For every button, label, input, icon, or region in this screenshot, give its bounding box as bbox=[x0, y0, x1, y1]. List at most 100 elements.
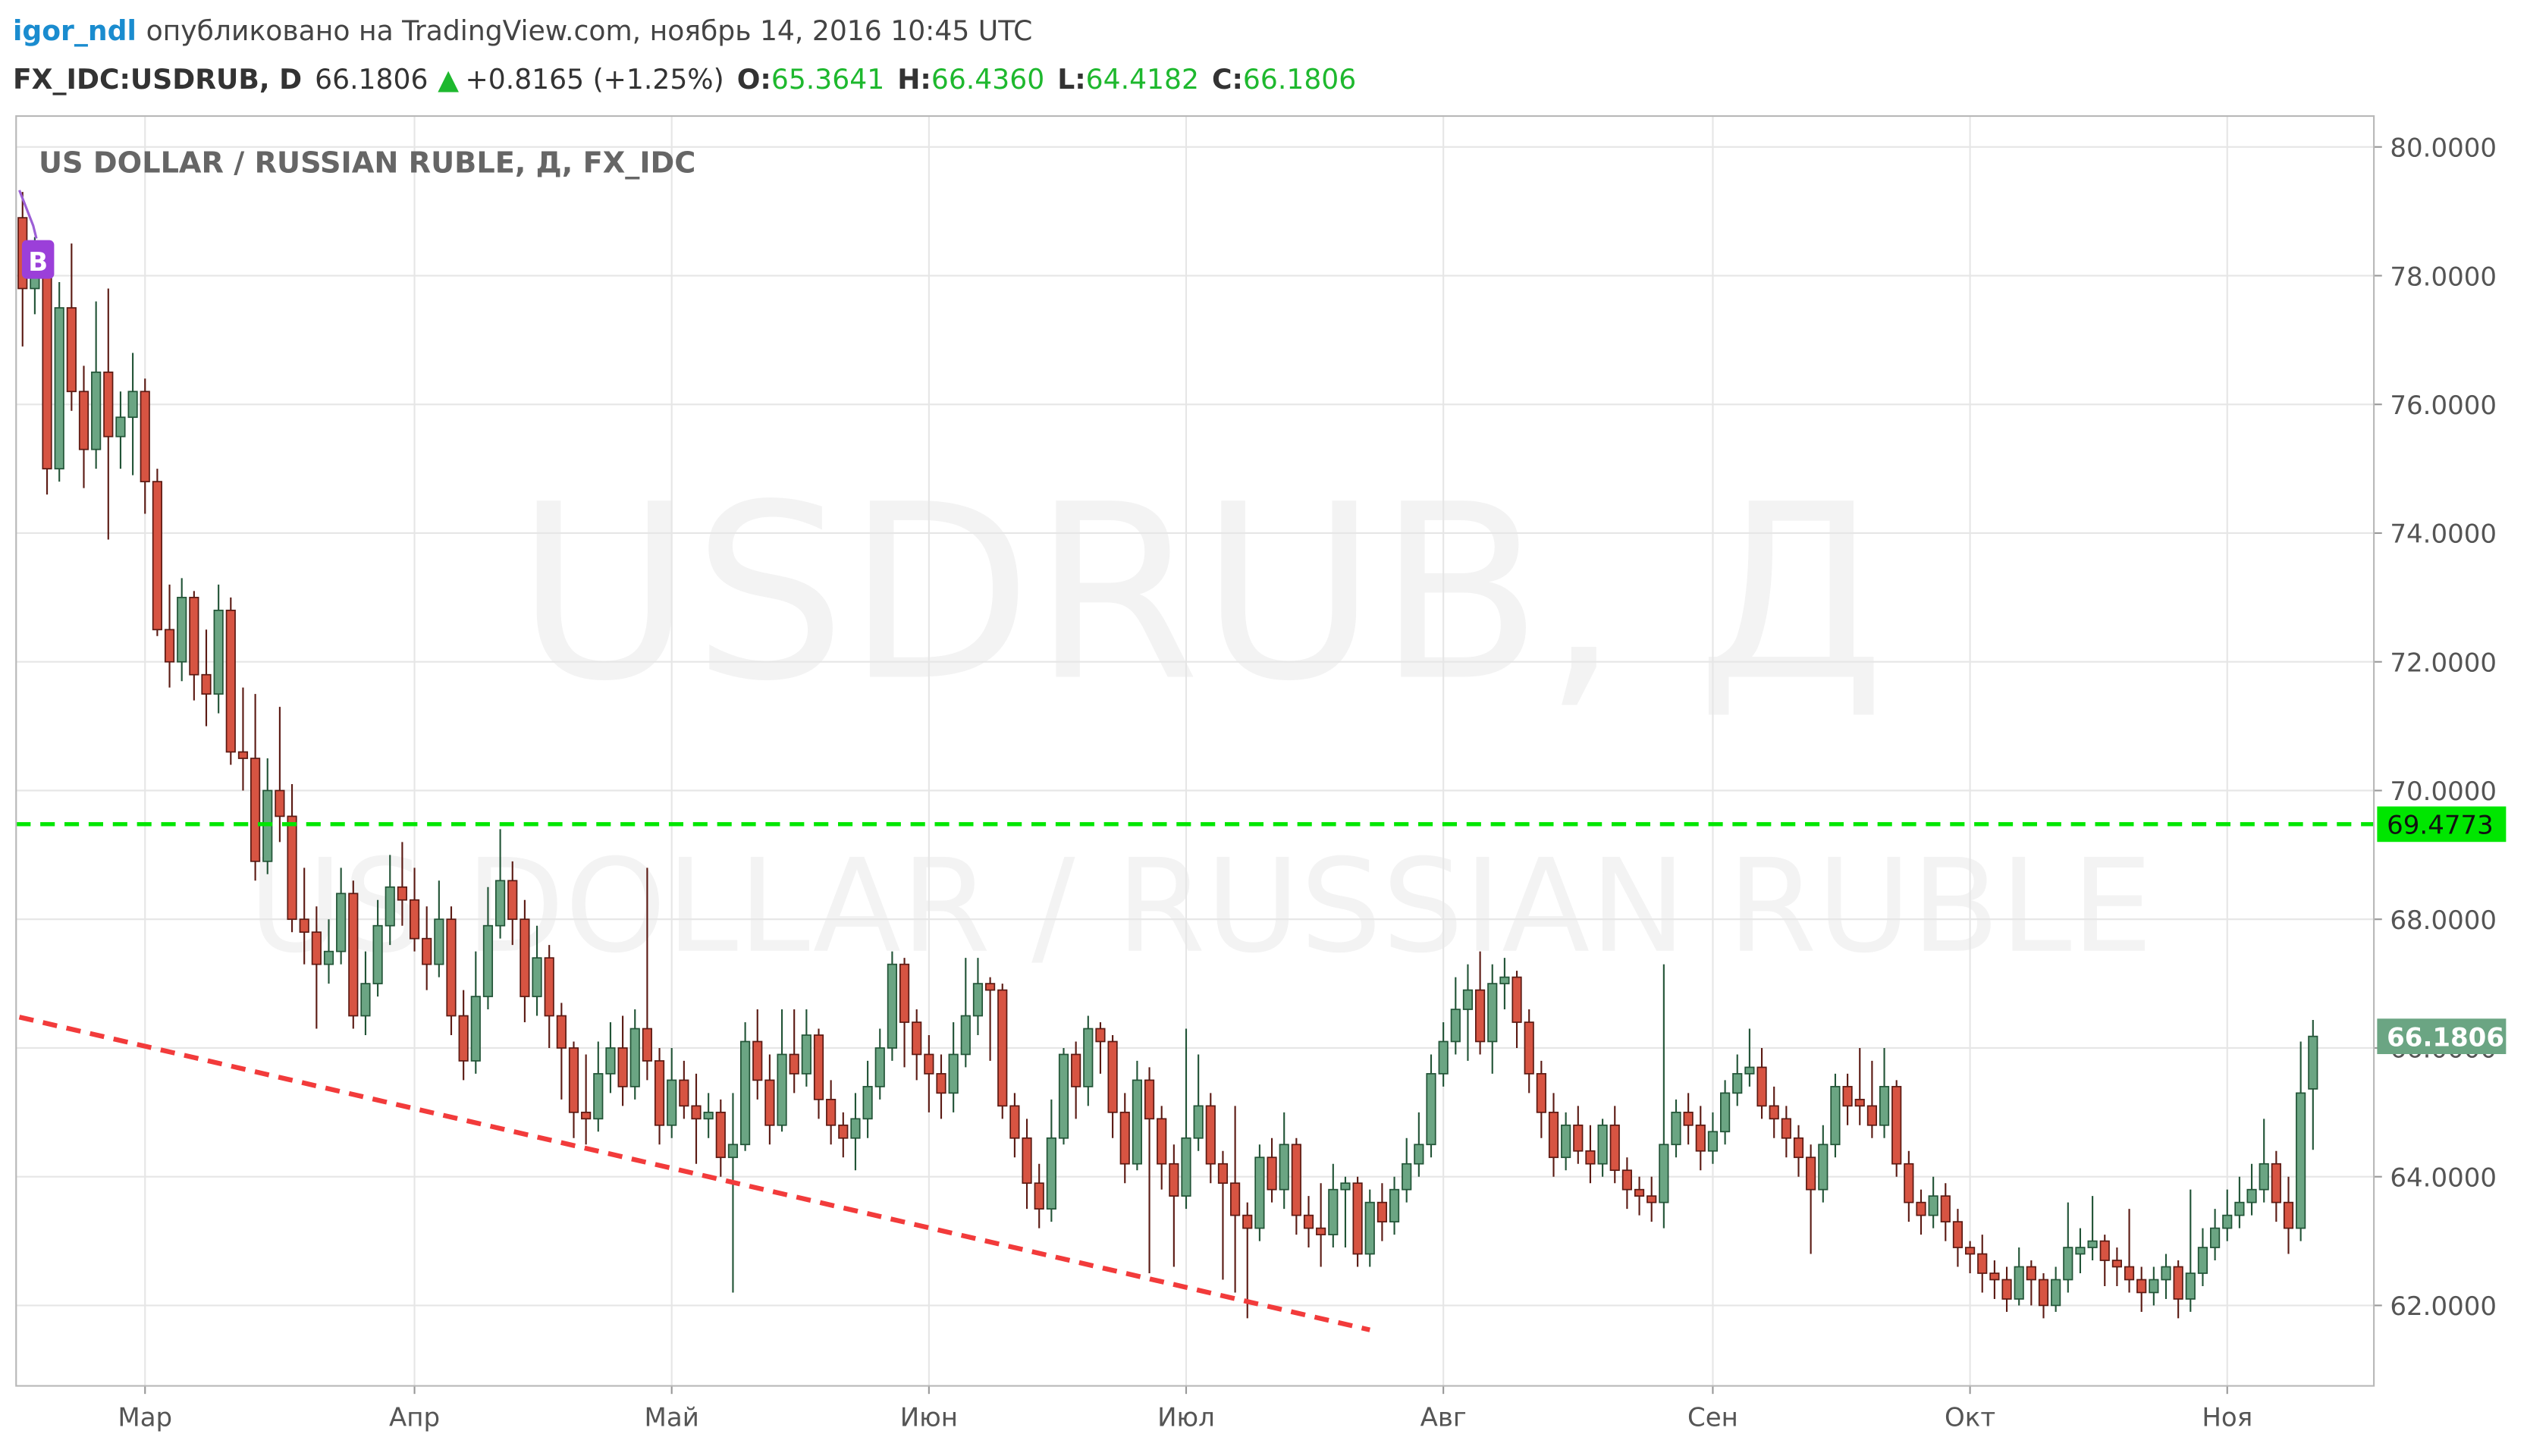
candle-body bbox=[495, 880, 506, 927]
candle-body bbox=[1071, 1053, 1081, 1087]
candle-body bbox=[2197, 1247, 2208, 1274]
candle-body bbox=[1205, 1105, 1216, 1165]
candle-body bbox=[2308, 1035, 2318, 1090]
candle-body bbox=[1462, 989, 1474, 1010]
candle-body bbox=[1842, 1086, 1853, 1107]
candle-body bbox=[1707, 1131, 1719, 1152]
candle-body bbox=[1671, 1111, 1681, 1146]
candle-body bbox=[1524, 1021, 1534, 1075]
candle-body bbox=[213, 609, 224, 695]
x-tick-label: Авг bbox=[1420, 1403, 1467, 1433]
y-tick-label: 76.0000 bbox=[2390, 391, 2497, 421]
candle-body bbox=[458, 1015, 469, 1062]
candle-body bbox=[1022, 1137, 1032, 1185]
candle-body bbox=[1058, 1053, 1069, 1139]
candle-body bbox=[997, 989, 1008, 1107]
grid: 62.000064.000066.000068.000070.000072.00… bbox=[16, 116, 2497, 1433]
candle-body bbox=[1267, 1156, 1277, 1191]
candle-body bbox=[948, 1053, 959, 1094]
trendline bbox=[18, 1015, 1370, 1332]
marker-pointer bbox=[18, 190, 38, 239]
candle-body bbox=[2185, 1272, 2196, 1300]
candle-body bbox=[1732, 1073, 1743, 1094]
candle-body bbox=[42, 256, 52, 469]
candle-body bbox=[2075, 1247, 2086, 1255]
candle-body bbox=[1769, 1105, 1779, 1120]
candle-body bbox=[1573, 1124, 1584, 1152]
candle-body bbox=[360, 983, 371, 1017]
candle-body bbox=[127, 391, 138, 419]
candle-body bbox=[1585, 1150, 1596, 1165]
y-tick-label: 72.0000 bbox=[2390, 648, 2497, 678]
header-line-1: igor_ndl опубликовано на TradingView.com,… bbox=[13, 14, 1032, 47]
candle-body bbox=[2014, 1266, 2024, 1300]
candle-body bbox=[2111, 1260, 2122, 1268]
candle-body bbox=[654, 1060, 665, 1126]
candle-body bbox=[140, 391, 150, 482]
candle-body bbox=[189, 597, 199, 676]
candle-body bbox=[397, 886, 407, 901]
candle-body bbox=[164, 629, 175, 663]
candle-body bbox=[1377, 1201, 1387, 1222]
candle-body bbox=[1683, 1111, 1694, 1126]
candle-body bbox=[1781, 1118, 1791, 1139]
candle-body bbox=[1561, 1124, 1571, 1159]
candle-body bbox=[2063, 1247, 2073, 1281]
marker-box bbox=[21, 240, 55, 279]
candle-body bbox=[1316, 1227, 1326, 1235]
legend: US DOLLAR / RUSSIAN RUBLE, Д, FX_IDC bbox=[39, 146, 695, 180]
candle-body bbox=[1977, 1253, 1988, 1274]
y-tick-label: 68.0000 bbox=[2390, 905, 2497, 936]
x-tick-label: Июн bbox=[900, 1403, 958, 1433]
candle-body bbox=[409, 899, 420, 940]
candle-body bbox=[2099, 1240, 2110, 1261]
price: 66.1806 bbox=[315, 63, 428, 96]
candle-body bbox=[1083, 1028, 1094, 1087]
candle-body bbox=[1389, 1188, 1400, 1222]
o-value: 65.3641 bbox=[771, 63, 884, 96]
candle-body bbox=[850, 1118, 861, 1139]
candle-body bbox=[1217, 1163, 1229, 1185]
candle-body bbox=[2161, 1266, 2171, 1281]
candle-body bbox=[1793, 1137, 1804, 1159]
x-tick-label: Июл bbox=[1157, 1403, 1215, 1433]
candle-body bbox=[1291, 1144, 1301, 1216]
candle-body bbox=[507, 880, 518, 921]
arrow: ▲ bbox=[438, 63, 459, 96]
candle-body bbox=[1438, 1040, 1449, 1075]
l-value: 64.4182 bbox=[1086, 63, 1199, 96]
candle-body bbox=[1818, 1144, 1829, 1191]
candle-body bbox=[152, 481, 162, 631]
candle-body bbox=[1340, 1182, 1351, 1191]
candle-body bbox=[777, 1053, 787, 1126]
candle-body bbox=[2026, 1266, 2036, 1281]
candle-body bbox=[2283, 1201, 2294, 1229]
candle-body bbox=[2296, 1092, 2306, 1229]
candle-body bbox=[311, 931, 322, 965]
last-price-label: 66.1806 bbox=[2387, 1022, 2504, 1053]
level-label-box bbox=[2377, 806, 2507, 843]
candle-body bbox=[1132, 1079, 1142, 1165]
candle-body bbox=[1414, 1144, 1424, 1165]
candle-body bbox=[2222, 1214, 2233, 1229]
y-tick-label: 74.0000 bbox=[2390, 519, 2497, 550]
x-tick-label: Ноя bbox=[2202, 1403, 2252, 1433]
o-label: O: bbox=[737, 63, 771, 96]
candle-body bbox=[1475, 989, 1486, 1043]
candle-body bbox=[91, 371, 102, 450]
plot bbox=[16, 192, 2375, 1332]
x-tick-label: Окт bbox=[1945, 1403, 1995, 1433]
candle-body bbox=[764, 1079, 775, 1126]
candle-body bbox=[581, 1111, 592, 1120]
candle-body bbox=[422, 937, 432, 965]
candle-body bbox=[1634, 1188, 1645, 1197]
candle-body bbox=[103, 371, 114, 438]
marker-label: B bbox=[28, 247, 48, 278]
candle-body bbox=[826, 1099, 837, 1126]
candle-body bbox=[1157, 1118, 1167, 1165]
candle-body bbox=[250, 758, 261, 862]
author[interactable]: igor_ndl bbox=[13, 14, 137, 47]
candle-body bbox=[1034, 1182, 1044, 1210]
candle-body bbox=[740, 1040, 751, 1146]
